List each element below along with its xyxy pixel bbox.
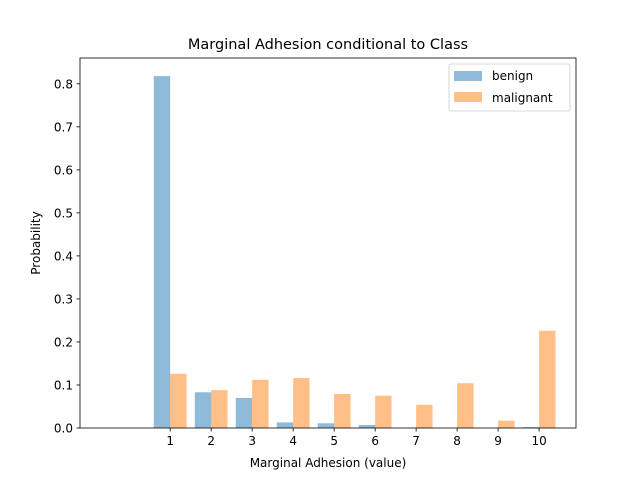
y-axis-ticks: 0.0 0.1 0.2 0.3 0.4 0.5 0.6 0.7 0.8 [54,77,80,436]
y-tick-label: 0.7 [54,120,73,134]
bar-malignant-7 [416,404,433,428]
y-tick-label: 0.2 [54,335,73,349]
y-tick-label: 0.4 [54,249,73,263]
bar-benign-5 [317,423,335,428]
bar-benign-6 [358,424,376,428]
x-tick-label: 7 [412,434,420,448]
x-tick-label: 4 [289,434,297,448]
bar-malignant-10 [539,330,556,428]
y-tick-label: 0.5 [54,206,73,220]
legend-swatch-benign [454,71,482,81]
bar-malignant-6 [375,395,392,428]
y-tick-label: 0.1 [54,378,73,392]
bar-benign-3 [235,397,253,428]
x-tick-label: 9 [494,434,502,448]
y-axis-label: Probability [29,211,43,274]
legend: benign malignant [448,63,571,112]
bar-malignant-3 [252,379,269,428]
y-tick-label: 0.3 [54,292,73,306]
chart-title: Marginal Adhesion conditional to Class [188,37,468,53]
x-axis-ticks: 1 2 3 4 5 6 7 8 9 10 [166,428,547,448]
malignant-bars [170,330,556,428]
benign-bars [153,76,540,429]
y-tick-label: 0.0 [54,422,73,436]
legend-swatch-malignant [454,92,482,102]
bar-benign-2 [194,392,212,428]
x-tick-label: 2 [207,434,215,448]
plot-frame [79,57,577,429]
y-tick-label: 0.8 [54,77,73,91]
x-tick-label: 1 [166,434,174,448]
bar-malignant-1 [170,373,187,428]
x-tick-label: 5 [330,434,338,448]
legend-label-malignant: malignant [492,91,553,105]
x-tick-label: 3 [248,434,256,448]
x-axis-label: Marginal Adhesion (value) [250,456,407,470]
bar-benign-10 [522,427,540,428]
bar-malignant-9 [498,420,515,428]
x-tick-label: 8 [453,434,461,448]
bar-benign-1 [153,76,171,429]
x-tick-label: 10 [531,434,546,448]
legend-label-benign: benign [492,69,533,83]
bar-malignant-8 [457,383,474,428]
y-tick-label: 0.6 [54,163,73,177]
bar-benign-4 [276,422,294,428]
bar-malignant-4 [293,378,310,428]
bar-malignant-5 [334,394,351,428]
bar-malignant-2 [211,390,228,428]
x-tick-label: 6 [371,434,379,448]
